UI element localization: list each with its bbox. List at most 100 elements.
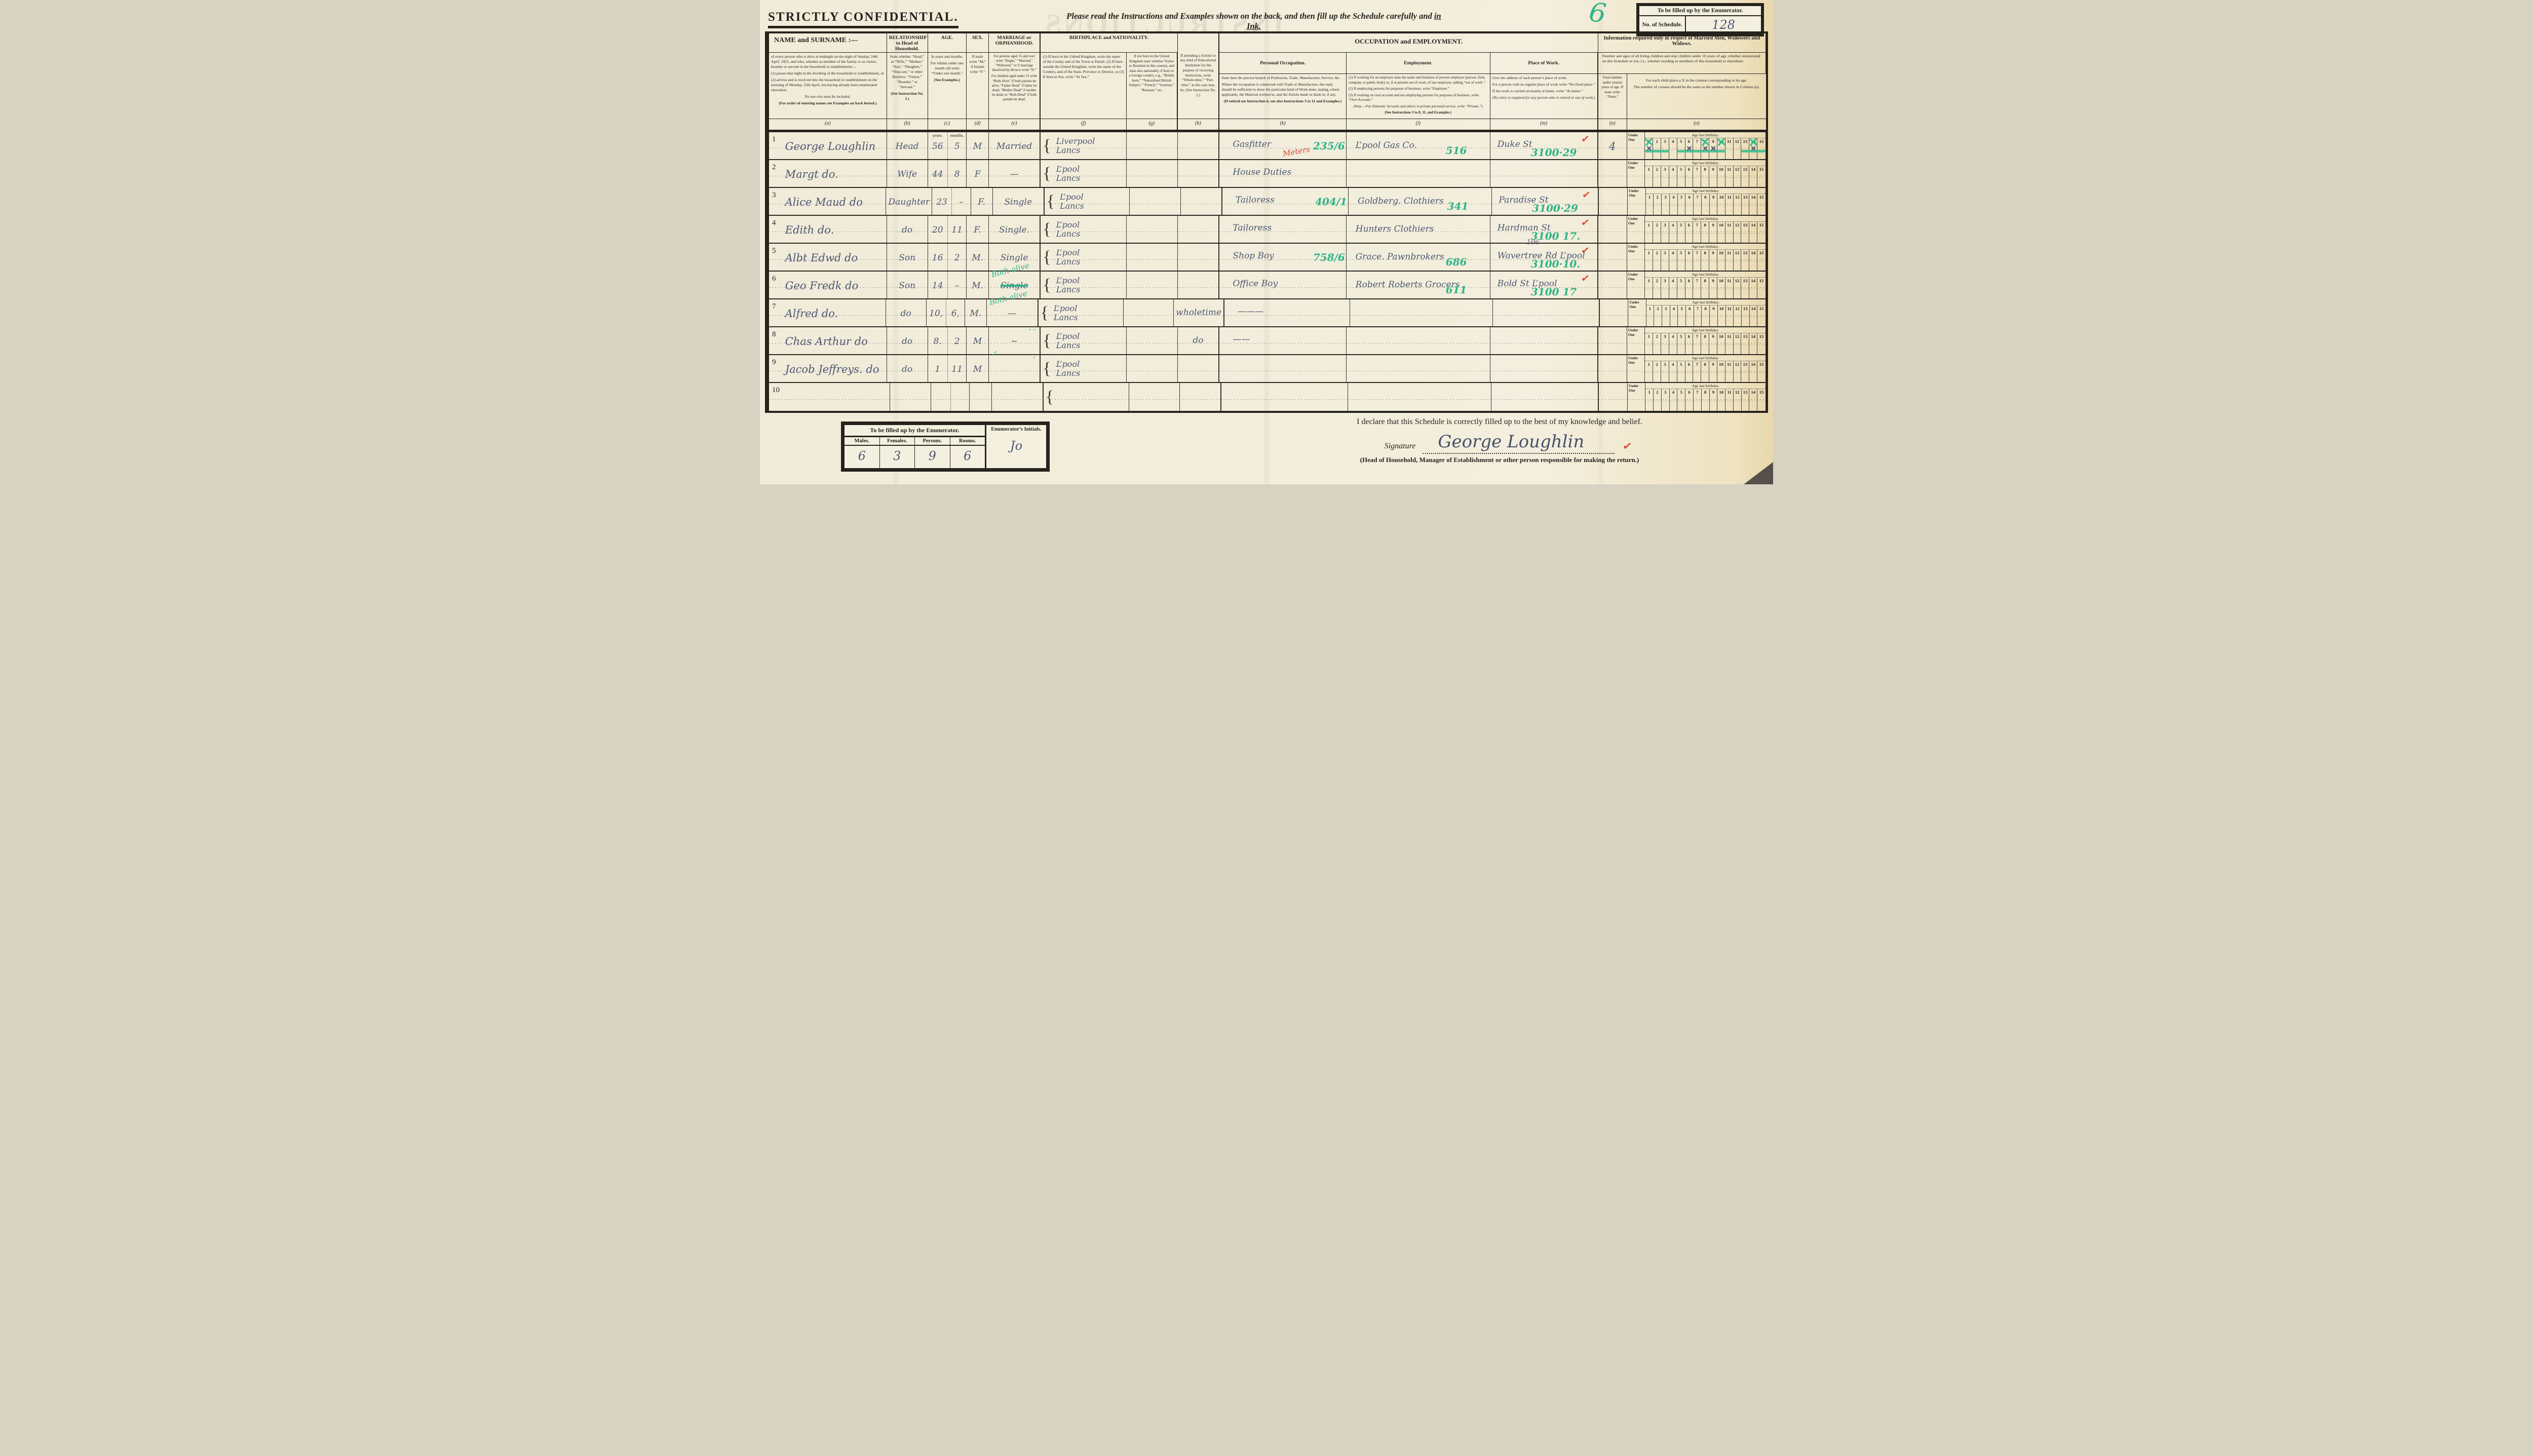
age-column-5: 5 [1677,333,1685,354]
printed-brace: { [1043,164,1051,183]
females-label: Females. [880,437,915,445]
cell-total-children [1598,272,1627,298]
age-last-birthday-label: Age last birthday. [1645,188,1766,194]
age-column-9: 9 [1709,138,1717,159]
row-number: 1 [772,135,776,143]
signature-label: Signature [1384,442,1416,450]
enumerator-box-title: To be filled up by the Enumerator. [1639,6,1761,16]
column-letter-m: (m) [1490,119,1598,130]
age-column-9: 9 [1709,166,1717,187]
age-column-14: 14 [1749,194,1758,215]
marriage-value: — [1010,169,1019,179]
age-months-value: 11 [951,364,963,374]
age-numbers: 1 2 3 4 5 6 7 8 9 10 11 12 13 14 15 [1645,222,1766,243]
age-column-12: 12 [1734,250,1742,271]
schedule-no-value: 128 [1712,18,1735,32]
age-column-11: 11 [1725,389,1734,411]
emp-instr-1: (1) If working for an employer state the… [1348,75,1485,85]
row-number: 6 [772,275,776,283]
age-column-4: 4 [1669,333,1677,354]
cell-nationality [1127,272,1178,298]
age-column-2: 2 [1654,194,1662,215]
printed-brace: { [1043,359,1051,378]
age-column-15: 15 [1759,334,1764,339]
col-name-instructions: of every person who is alive at midnight… [769,53,887,119]
cell-age-years [931,383,951,411]
red-check-icon: ✓ [1580,216,1591,229]
age-numbers: 1 2 3 4 5 6 7 8 9 10 11 12 13 14 15 [1645,278,1766,298]
age-column-12: 12 [1734,138,1742,159]
sex-value: M. [972,253,984,263]
cell-birthplace: {L’pool Lancs [1041,244,1127,271]
column-letter-f: (f) [1041,119,1127,130]
age-numbers: 1 2 3 4 5 6 7 8 9 10 11 12 13 14 15 [1645,250,1766,271]
cell-birthplace: {L’pool Lancs [1041,272,1127,298]
table-row: 2 Margt do. Wife 44 8 F — {L’pool Lancs H… [769,160,1766,188]
place-instr-3: If the work is carried on mainly at home… [1492,89,1583,94]
col-relationship-title: RELATIONSHIP to Head of Household. [887,33,928,53]
cell-nationality [1127,160,1178,187]
birthplace-county: Lancs [1056,340,1081,350]
column-letter-k: (k) [1219,119,1347,130]
row-number: 10 [772,386,780,394]
age-column-6: 6 [1686,305,1694,326]
cell-age-years: 20 [928,216,948,243]
cell-age-months: 11 [948,355,967,382]
age-column-4: 4 [1670,389,1678,411]
cell-occupation: Gasfitter Meters 235/6 [1219,132,1347,159]
cell-marriage: Single [993,188,1045,215]
name-instr-1: of every person who is alive at midnight… [771,54,878,69]
age-column-10: 10 [1717,194,1726,215]
age-column-6: 6 [1685,166,1694,187]
age-column-6: 6 [1685,138,1694,159]
marriage-value: Single [1000,253,1028,263]
school-value: wholetime [1176,308,1221,318]
cell-total-children [1598,244,1627,271]
cell-age-years: 8. [928,327,948,354]
col-employment-instructions: (1) If working for an employer state the… [1347,74,1490,119]
age-column-4: 4 [1669,361,1677,382]
age-column-8: 8 [1702,389,1710,411]
red-check-icon: ✓ [1580,133,1591,146]
persons-value: 9 [915,446,950,468]
age-column-3: 3 [1661,361,1669,382]
cell-birthplace: {L’pool Lancs [1041,160,1127,187]
cell-name: Chas Arthur do [778,327,887,354]
cell-age-years: years. 56 [928,132,948,159]
age-years-value: 10, [929,309,943,319]
age-column-10: 10 [1717,333,1725,354]
column-letter-e: (e) [988,119,1041,130]
age-column-10: 10 [1717,138,1725,159]
column-letter-l: (l) [1346,119,1490,130]
schedule-number-box: To be filled up by the Enumerator. No. o… [1636,3,1764,36]
cell-sex: M [967,132,989,159]
age-column-11: 11 [1725,166,1734,187]
table-row: 9 Jacob Jeffreys. do do 1 11 M ✓ ″ {L’poo… [769,349,1766,383]
col-birthplace-uk-instructions: (1) If born in the United Kingdom, write… [1041,53,1127,119]
col-sex-title: SEX. [967,33,989,53]
age-column-7: 7 [1693,250,1702,271]
age-column-13: 13 [1741,333,1750,354]
age-column-5: 5 [1677,389,1686,411]
place-code: 3100 17 [1530,285,1577,298]
cell-name: Geo Fredk do [778,272,887,298]
cell-marriage [992,383,1044,411]
sex-value: M [973,364,982,374]
cell-employment: Grace. Pawnbrokers 686 [1347,244,1490,271]
occupation-value: —— [1233,334,1250,344]
cell-birthplace: {L’pool Lancs [1039,299,1124,326]
under-one-label: Under One [1627,132,1645,159]
schedule-table: NAME and SURNAME :— of every person who … [765,31,1768,413]
table-row: 3 Alice Maud do Daughter 23 – F. Single … [769,188,1766,216]
cell-relationship: Daughter [886,188,933,215]
age-last-birthday-label: Age last birthday. [1645,216,1766,222]
col-age-title: AGE. [928,33,967,53]
age-column-9: 9 [1709,278,1717,298]
column-letter-n: (n) [1598,119,1627,130]
marriage-value: Married [996,141,1032,151]
cell-age-years: 23 [932,188,952,215]
age-column-5: 5 [1678,305,1686,326]
cell-birthplace: { [1044,383,1129,411]
cell-name: George Loughlin [778,132,887,159]
col-relationship-instructions: State whether “Head,” or “Wife,” “Mother… [887,53,928,119]
